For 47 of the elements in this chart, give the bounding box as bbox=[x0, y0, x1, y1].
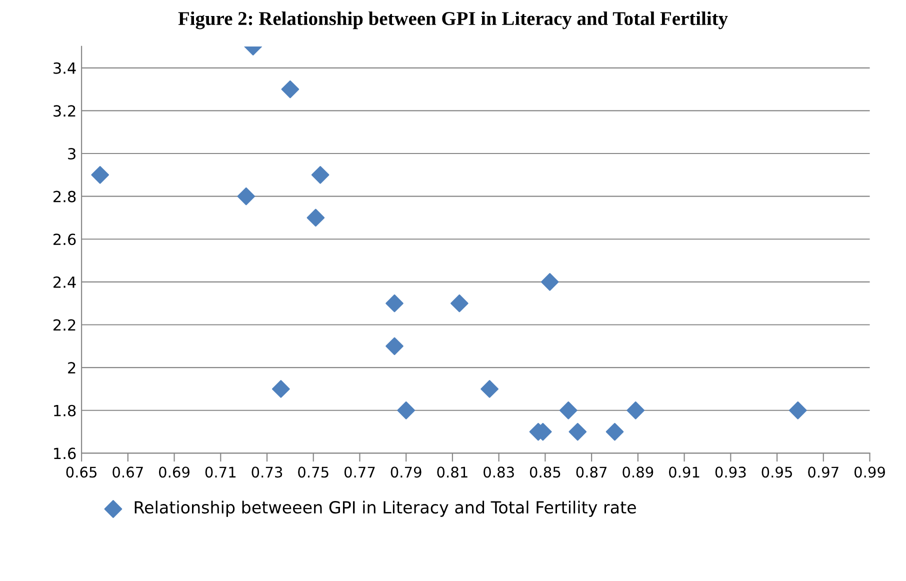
point bbox=[91, 166, 109, 184]
y-tick-label: 2.2 bbox=[54, 319, 76, 331]
x-tick-label: 0.91 bbox=[669, 466, 700, 478]
x-tick-label: 0.67 bbox=[112, 466, 143, 478]
point bbox=[386, 294, 404, 312]
point bbox=[311, 166, 330, 184]
x-tick-label: 0.75 bbox=[298, 466, 328, 478]
point bbox=[626, 401, 645, 420]
x-tick-label: 0.65 bbox=[66, 466, 96, 478]
x-tick-label: 0.83 bbox=[484, 466, 514, 478]
point bbox=[306, 208, 325, 227]
x-tick-label: 0.87 bbox=[576, 466, 607, 478]
legend-label: Relationship betweeen GPI in Literacy and Total Fertility rate bbox=[134, 500, 636, 517]
x-tick-label: 0.77 bbox=[344, 466, 375, 478]
x-tick-label: 0.89 bbox=[622, 466, 654, 478]
point bbox=[450, 294, 468, 312]
y-tick-label: 1.8 bbox=[54, 404, 76, 416]
x-tick-label: 0.95 bbox=[762, 466, 792, 478]
x-tick-label: 0.85 bbox=[530, 466, 560, 478]
x-tick-label: 0.73 bbox=[252, 466, 282, 478]
x-tick-label: 0.69 bbox=[159, 466, 190, 478]
y-tick-label: 2 bbox=[68, 362, 76, 374]
chart-title: Figure 2: Relationship between GPI in Literacy and Total Fertility bbox=[178, 11, 728, 30]
x-tick-label: 0.97 bbox=[808, 466, 838, 478]
x-tick-label: 0.99 bbox=[854, 466, 885, 478]
x-tick-label: 0.93 bbox=[715, 466, 746, 478]
point bbox=[559, 401, 578, 420]
y-tick-label: 1.6 bbox=[54, 448, 76, 460]
point bbox=[788, 401, 807, 420]
y-tick-label: 3.4 bbox=[54, 62, 76, 74]
x-tick-label: 0.81 bbox=[437, 466, 468, 478]
y-tick-label: 2.6 bbox=[54, 234, 76, 246]
point bbox=[480, 380, 498, 398]
x-tick-label: 0.71 bbox=[205, 466, 236, 478]
point bbox=[237, 187, 256, 206]
point bbox=[568, 422, 587, 441]
point bbox=[606, 422, 624, 441]
x-tick-label: 0.79 bbox=[390, 466, 422, 478]
point bbox=[386, 337, 404, 356]
point bbox=[397, 401, 416, 420]
y-tick-label: 3.2 bbox=[54, 105, 76, 117]
y-tick-label: 2.8 bbox=[54, 190, 76, 202]
point bbox=[272, 380, 290, 398]
y-tick-label: 2.4 bbox=[54, 276, 76, 288]
y-tick-label: 3 bbox=[68, 148, 76, 160]
point bbox=[281, 80, 300, 98]
point bbox=[540, 273, 559, 291]
